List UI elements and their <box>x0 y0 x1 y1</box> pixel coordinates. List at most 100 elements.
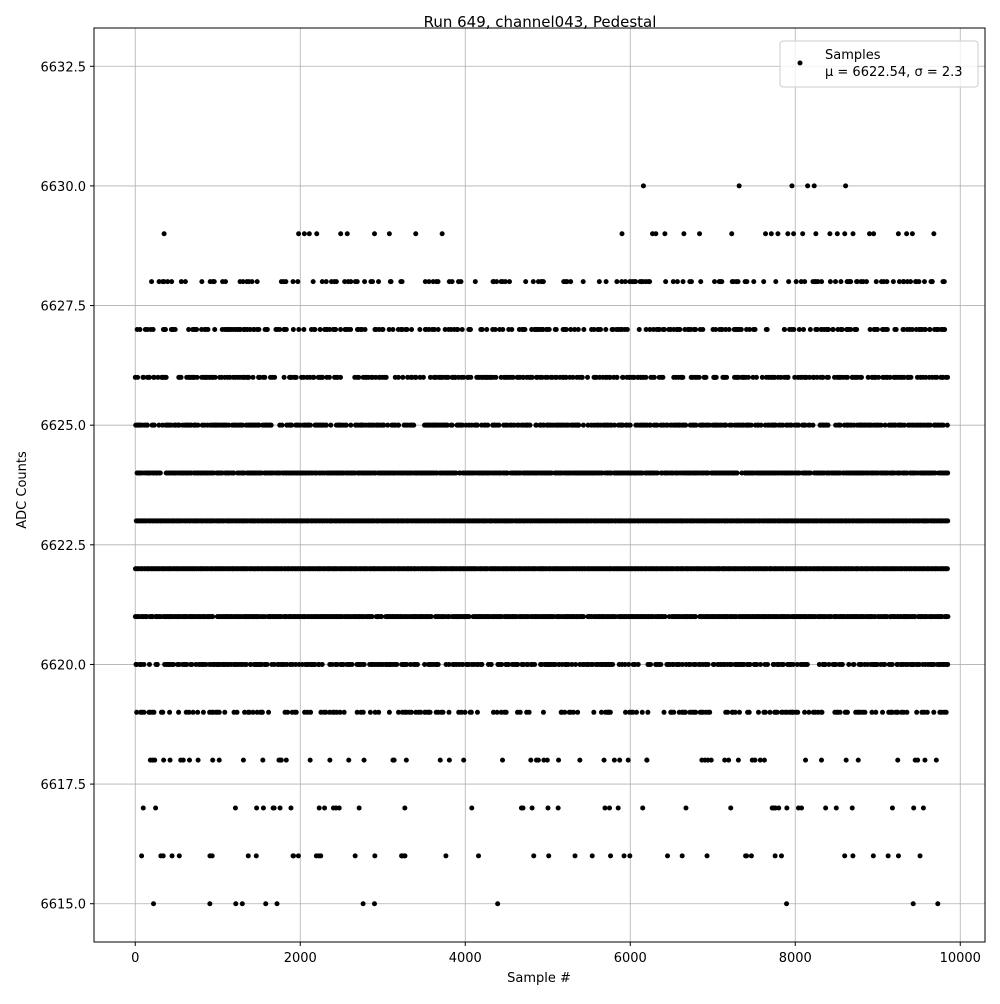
data-point <box>234 709 240 715</box>
data-point <box>889 805 895 811</box>
data-point <box>328 422 334 428</box>
y-axis-label: ADC Counts <box>15 451 30 529</box>
data-point <box>580 279 586 285</box>
data-point <box>520 805 526 811</box>
data-point <box>643 374 649 380</box>
data-point <box>496 422 502 428</box>
data-point <box>509 326 515 332</box>
data-point <box>312 326 318 332</box>
data-point <box>806 374 812 380</box>
data-point <box>909 231 915 237</box>
data-point <box>500 757 506 763</box>
data-point <box>402 853 408 859</box>
data-point <box>137 326 143 332</box>
data-point <box>579 374 585 380</box>
data-point <box>348 279 354 285</box>
data-point <box>428 614 434 620</box>
data-point <box>552 661 558 667</box>
data-point <box>522 326 528 332</box>
data-point <box>603 279 609 285</box>
data-point <box>922 757 928 763</box>
data-point <box>565 661 571 667</box>
data-point <box>528 757 534 763</box>
data-point <box>362 326 368 332</box>
data-point <box>626 661 632 667</box>
data-point <box>927 326 933 332</box>
data-point <box>945 374 951 380</box>
data-point <box>160 709 166 715</box>
data-point <box>232 805 238 811</box>
data-point <box>431 326 437 332</box>
data-point <box>468 374 474 380</box>
data-point <box>627 853 633 859</box>
data-point <box>704 853 710 859</box>
data-point <box>274 901 280 907</box>
data-point <box>186 757 192 763</box>
data-point <box>264 661 270 667</box>
data-point <box>665 853 671 859</box>
data-point <box>735 757 741 763</box>
data-point <box>311 374 317 380</box>
data-point <box>155 374 161 380</box>
data-point <box>178 374 184 380</box>
data-point <box>247 709 253 715</box>
data-point <box>245 853 251 859</box>
data-point <box>580 422 586 428</box>
data-point <box>149 279 155 285</box>
data-point <box>837 422 843 428</box>
data-point <box>467 326 473 332</box>
data-point <box>648 661 654 667</box>
data-point <box>873 709 879 715</box>
data-point <box>843 757 849 763</box>
data-point <box>141 661 147 667</box>
data-point <box>167 757 173 763</box>
data-point <box>296 326 302 332</box>
data-point <box>176 709 182 715</box>
data-point <box>838 279 844 285</box>
data-point <box>495 901 501 907</box>
data-point <box>540 279 546 285</box>
data-point <box>611 757 617 763</box>
data-point <box>607 709 613 715</box>
data-point <box>661 326 667 332</box>
data-point <box>645 709 651 715</box>
data-point <box>754 661 760 667</box>
data-point <box>784 805 790 811</box>
y-tick-label: 6615.0 <box>41 898 87 913</box>
data-point <box>785 374 791 380</box>
data-point <box>885 853 891 859</box>
data-point <box>531 853 537 859</box>
data-point <box>279 422 285 428</box>
data-point <box>308 709 314 715</box>
data-point <box>806 709 812 715</box>
data-point <box>259 709 265 715</box>
data-point <box>722 757 728 763</box>
y-tick-label: 6625.0 <box>41 419 87 434</box>
data-point <box>662 231 668 237</box>
data-point <box>620 374 626 380</box>
data-point <box>362 279 368 285</box>
data-point <box>751 279 757 285</box>
data-point <box>404 661 410 667</box>
data-point <box>671 709 677 715</box>
data-point <box>386 709 392 715</box>
data-point <box>920 805 926 811</box>
data-point <box>195 709 201 715</box>
data-point <box>874 661 880 667</box>
data-point <box>195 422 201 428</box>
data-point <box>354 279 360 285</box>
data-point <box>775 231 781 237</box>
x-tick-label: 6000 <box>614 951 647 966</box>
data-point <box>911 805 917 811</box>
data-point <box>858 374 864 380</box>
data-point <box>869 709 875 715</box>
data-point <box>940 422 946 428</box>
data-point <box>271 661 277 667</box>
data-point <box>411 422 417 428</box>
data-point <box>402 805 408 811</box>
data-point <box>614 374 620 380</box>
data-point <box>851 661 857 667</box>
y-tick-label: 6627.5 <box>41 300 87 315</box>
y-tick-label: 6622.5 <box>41 539 87 554</box>
